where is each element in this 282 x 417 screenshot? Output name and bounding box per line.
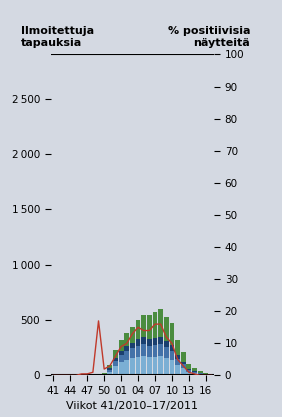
Bar	[192, 368, 197, 371]
Bar	[119, 351, 124, 355]
Bar	[124, 333, 129, 346]
Bar	[113, 350, 118, 358]
Bar	[169, 323, 174, 345]
Bar	[198, 374, 202, 375]
Bar	[124, 351, 129, 360]
Bar	[147, 346, 152, 357]
Bar	[192, 373, 197, 375]
X-axis label: Viikot 41/2010–17/2011: Viikot 41/2010–17/2011	[66, 402, 199, 412]
Bar	[186, 370, 191, 372]
Bar	[130, 358, 135, 375]
Bar	[186, 364, 191, 369]
Bar	[175, 359, 180, 365]
Bar	[175, 365, 180, 375]
Bar	[124, 346, 129, 351]
Bar	[192, 372, 197, 373]
Bar	[107, 364, 112, 369]
Bar	[181, 368, 186, 375]
Bar	[147, 339, 152, 346]
Bar	[147, 315, 152, 339]
Bar	[158, 356, 163, 375]
Bar	[141, 344, 146, 356]
Bar	[153, 338, 157, 345]
Bar	[136, 346, 140, 357]
Bar	[164, 347, 169, 358]
Bar	[141, 314, 146, 337]
Bar	[186, 369, 191, 370]
Bar	[141, 337, 146, 344]
Text: Ilmoitettuja
tapauksia: Ilmoitettuja tapauksia	[21, 26, 94, 48]
Bar	[147, 357, 152, 375]
Text: % positiivisia
näytteitä: % positiivisia näytteitä	[168, 26, 250, 48]
Bar	[192, 371, 197, 372]
Bar	[119, 362, 124, 375]
Bar	[169, 360, 174, 375]
Bar	[130, 327, 135, 343]
Bar	[158, 309, 163, 337]
Bar	[175, 340, 180, 355]
Bar	[203, 373, 208, 374]
Bar	[175, 355, 180, 359]
Bar	[203, 374, 208, 375]
Bar	[113, 366, 118, 375]
Bar	[181, 352, 186, 362]
Bar	[164, 341, 169, 347]
Bar	[164, 317, 169, 341]
Bar	[113, 358, 118, 361]
Bar	[158, 344, 163, 356]
Bar	[130, 348, 135, 358]
Bar	[136, 319, 140, 339]
Bar	[136, 357, 140, 375]
Bar	[124, 360, 129, 375]
Bar	[158, 337, 163, 344]
Bar	[102, 374, 107, 375]
Bar	[164, 358, 169, 375]
Bar	[153, 357, 157, 375]
Bar	[181, 364, 186, 368]
Bar	[107, 369, 112, 372]
Bar	[186, 372, 191, 375]
Bar	[181, 362, 186, 364]
Bar	[119, 340, 124, 351]
Bar	[130, 343, 135, 348]
Bar	[198, 372, 202, 373]
Bar	[169, 351, 174, 360]
Bar	[153, 345, 157, 357]
Bar	[113, 361, 118, 366]
Bar	[169, 345, 174, 351]
Bar	[102, 373, 107, 374]
Bar	[141, 356, 146, 375]
Bar	[136, 339, 140, 346]
Bar	[107, 372, 112, 375]
Bar	[153, 312, 157, 338]
Bar	[119, 355, 124, 362]
